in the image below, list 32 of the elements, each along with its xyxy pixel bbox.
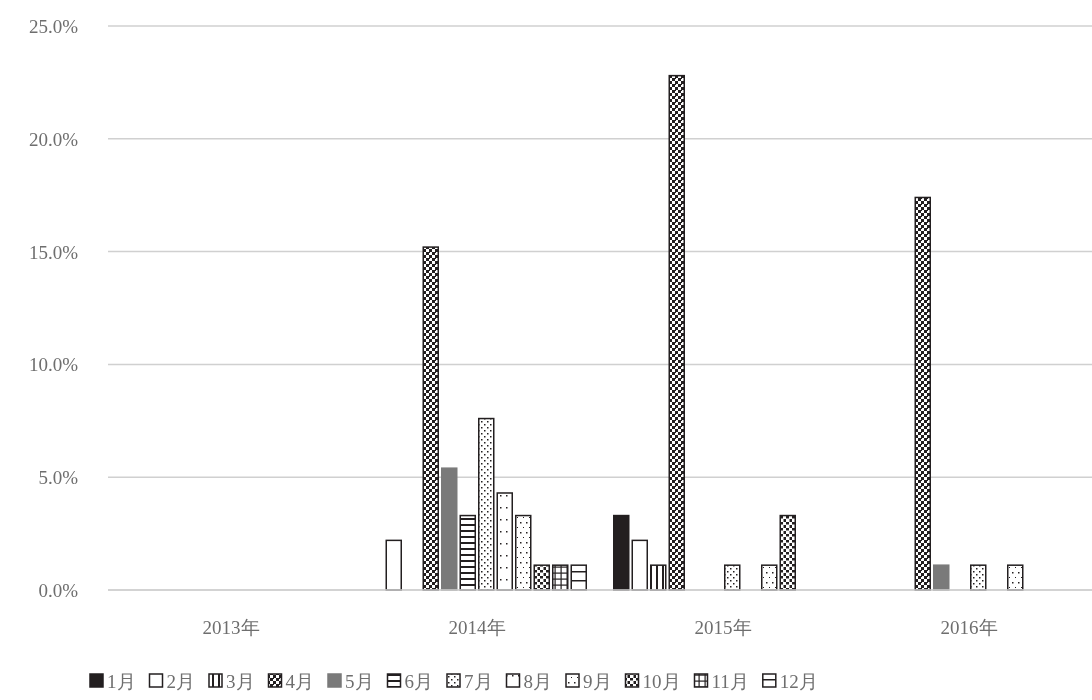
bar: [970, 564, 987, 591]
bar: [724, 564, 741, 591]
legend-label: 6月: [404, 671, 433, 692]
bar: [779, 514, 796, 591]
x-tick-label: 2014年: [448, 617, 506, 638]
bar: [914, 196, 931, 591]
y-tick-label: 15.0%: [28, 241, 79, 263]
legend-label: 1月: [107, 671, 136, 692]
y-tick-label: 0.0%: [38, 580, 79, 601]
bar: [1007, 564, 1024, 591]
legend-label: 3月: [226, 671, 255, 692]
legend-label: 9月: [583, 671, 612, 692]
legend-label: 4月: [285, 671, 314, 692]
x-tick-label: 2015年: [694, 617, 752, 638]
legend-label: 11月: [711, 671, 749, 692]
legend-label: 10月: [642, 671, 681, 692]
legend-label: 8月: [523, 671, 552, 692]
y-tick-label: 25.0%: [28, 16, 79, 37]
bar: [933, 564, 950, 591]
legend-label: 2月: [166, 671, 195, 692]
bar: [668, 74, 685, 591]
y-tick-label: 20.0%: [28, 128, 79, 150]
x-tick-label: 2013年: [202, 617, 260, 638]
x-tick-label: 2016年: [940, 617, 998, 638]
legend-label: 7月: [464, 671, 493, 692]
y-tick-label: 5.0%: [38, 467, 79, 489]
legend-label: 5月: [345, 671, 374, 692]
bar: [422, 246, 439, 591]
bar: [761, 564, 778, 591]
y-tick-label: 10.0%: [28, 354, 79, 376]
bar: [385, 539, 402, 591]
legend-label: 12月: [779, 671, 818, 692]
